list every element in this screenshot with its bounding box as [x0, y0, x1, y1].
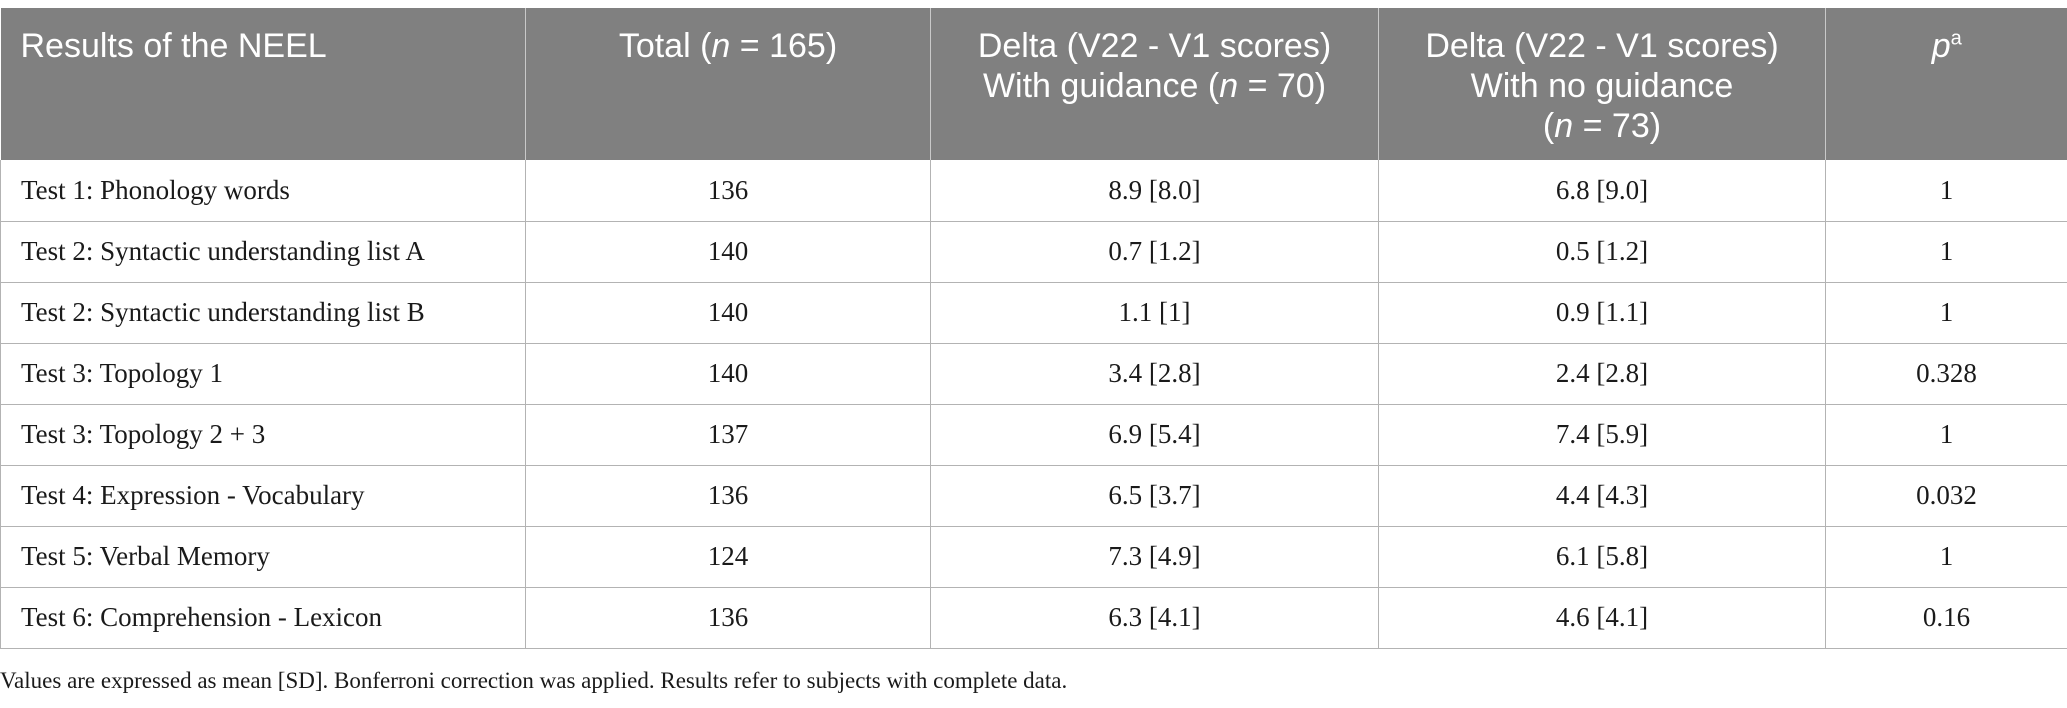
header-row: Results of the NEEL Total (n = 165) Delt… — [0, 8, 2067, 160]
cell-total: 136 — [525, 587, 931, 649]
cell-total: 136 — [525, 160, 931, 222]
table-footnote: Values are expressed as mean [SD]. Bonfe… — [0, 668, 1068, 693]
table-row: Test 2: Syntactic understanding list B 14… — [0, 282, 2067, 344]
table-row: Test 6: Comprehension - Lexicon 136 6.3 [4… — [0, 587, 2067, 649]
header-delta-guidance-n: n — [1219, 67, 1239, 105]
cell-total: 140 — [525, 343, 931, 405]
cell-delta-no-guidance: 6.8 [9.0] — [1378, 160, 1826, 222]
cell-test-name: Test 5: Verbal Memory — [0, 526, 526, 588]
header-delta-guidance: Delta (V22 - V1 scores) With guidance (n… — [930, 8, 1379, 160]
table-row: Test 4: Expression - Vocabulary 136 6.5 [3… — [0, 465, 2067, 527]
cell-p-value: 1 — [1825, 404, 2067, 466]
cell-test-name: Test 6: Comprehension - Lexicon — [0, 587, 526, 649]
header-results: Results of the NEEL — [0, 8, 526, 160]
cell-delta-no-guidance: 7.4 [5.9] — [1378, 404, 1826, 466]
results-table-container: Results of the NEEL Total (n = 165) Delt… — [0, 8, 2067, 649]
cell-delta-no-guidance: 6.1 [5.8] — [1378, 526, 1826, 588]
table-header: Results of the NEEL Total (n = 165) Delt… — [0, 8, 2067, 160]
header-results-label: Results of the NEEL — [20, 27, 327, 65]
results-table: Results of the NEEL Total (n = 165) Delt… — [0, 8, 2067, 649]
table-row: Test 2: Syntactic understanding list A 14… — [0, 221, 2067, 283]
header-delta-guidance-line2-pre: With guidance ( — [982, 67, 1220, 105]
cell-delta-guidance: 8.9 [8.0] — [930, 160, 1379, 222]
cell-p-value: 1 — [1825, 221, 2067, 283]
table-row: Test 3: Topology 2 + 3 137 6.9 [5.4] 7.4 [5… — [0, 404, 2067, 466]
header-p-value: pa — [1825, 8, 2067, 160]
header-delta-no-guidance-line3-pre: ( — [1542, 107, 1555, 145]
table-row: Test 3: Topology 1 140 3.4 [2.8] 2.4 [2.8] 0… — [0, 343, 2067, 405]
cell-test-name: Test 1: Phonology words — [0, 160, 526, 222]
header-p-label: p — [1931, 27, 1951, 65]
header-delta-no-guidance-line1: Delta (V22 - V1 scores) — [1425, 27, 1779, 65]
cell-test-name: Test 3: Topology 2 + 3 — [0, 404, 526, 466]
cell-p-value: 0.328 — [1825, 343, 2067, 405]
cell-test-name: Test 3: Topology 1 — [0, 343, 526, 405]
cell-delta-guidance: 7.3 [4.9] — [930, 526, 1379, 588]
cell-delta-no-guidance: 4.4 [4.3] — [1378, 465, 1826, 527]
header-delta-guidance-line1: Delta (V22 - V1 scores) — [977, 27, 1332, 65]
cell-test-name: Test 4: Expression - Vocabulary — [0, 465, 526, 527]
cell-test-name: Test 2: Syntactic understanding list B — [0, 282, 526, 344]
cell-delta-no-guidance: 4.6 [4.1] — [1378, 587, 1826, 649]
cell-delta-guidance: 6.3 [4.1] — [930, 587, 1379, 649]
header-total-pre: Total ( — [618, 27, 712, 65]
cell-p-value: 1 — [1825, 526, 2067, 588]
table-body: Test 1: Phonology words 136 8.9 [8.0] 6.8 [… — [0, 160, 2067, 649]
cell-delta-no-guidance: 0.9 [1.1] — [1378, 282, 1826, 344]
table-row: Test 5: Verbal Memory 124 7.3 [4.9] 6.1 [5.… — [0, 526, 2067, 588]
header-p-superscript: a — [1950, 27, 1962, 50]
header-delta-no-guidance-line3: (n = 73) — [1399, 106, 1805, 146]
cell-p-value: 0.032 — [1825, 465, 2067, 527]
cell-delta-guidance: 1.1 [1] — [930, 282, 1379, 344]
cell-delta-guidance: 3.4 [2.8] — [930, 343, 1379, 405]
cell-delta-no-guidance: 0.5 [1.2] — [1378, 221, 1826, 283]
table-row: Test 1: Phonology words 136 8.9 [8.0] 6.8 [… — [0, 160, 2067, 222]
cell-delta-guidance: 6.9 [5.4] — [930, 404, 1379, 466]
cell-delta-guidance: 6.5 [3.7] — [930, 465, 1379, 527]
cell-total: 140 — [525, 282, 931, 344]
cell-total: 124 — [525, 526, 931, 588]
cell-total: 137 — [525, 404, 931, 466]
cell-total: 140 — [525, 221, 931, 283]
header-total-post: = 165) — [730, 27, 838, 65]
header-delta-guidance-line2-post: = 70) — [1238, 67, 1327, 105]
header-delta-no-guidance: Delta (V22 - V1 scores) With no guidance… — [1378, 8, 1826, 160]
cell-delta-no-guidance: 2.4 [2.8] — [1378, 343, 1826, 405]
cell-p-value: 1 — [1825, 160, 2067, 222]
header-total-n: n — [711, 27, 731, 65]
cell-total: 136 — [525, 465, 931, 527]
header-delta-no-guidance-n: n — [1554, 107, 1574, 145]
header-delta-no-guidance-line2: With no guidance — [1470, 67, 1734, 105]
header-total: Total (n = 165) — [525, 8, 931, 160]
cell-p-value: 1 — [1825, 282, 2067, 344]
header-delta-no-guidance-line3-post: = 73) — [1573, 107, 1662, 145]
header-delta-guidance-line2: With guidance (n = 70) — [951, 66, 1358, 106]
cell-p-value: 0.16 — [1825, 587, 2067, 649]
cell-test-name: Test 2: Syntactic understanding list A — [0, 221, 526, 283]
cell-delta-guidance: 0.7 [1.2] — [930, 221, 1379, 283]
